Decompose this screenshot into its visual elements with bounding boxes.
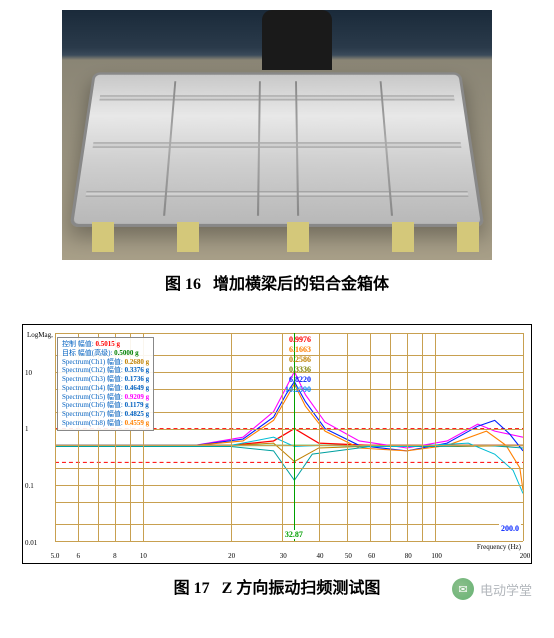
x-tick-label: 60: [368, 552, 375, 560]
fixture-clamp: [177, 222, 199, 252]
y-axis-title: LogMag, g: [27, 331, 58, 339]
fixture-clamp: [92, 222, 114, 252]
x-tick-label: 20: [228, 552, 235, 560]
cursor-end-label: 200.0: [499, 524, 521, 533]
y-tick-label: 0.01: [25, 539, 37, 547]
figure-caption-text: Z 方向振动扫频测试图: [222, 580, 381, 597]
x-tick-label: 8: [113, 552, 117, 560]
x-tick-label: 200: [520, 552, 531, 560]
figure-number: 图 17: [174, 580, 210, 597]
legend-row: 目标 幅值(高级): 0.5000 g: [62, 349, 149, 358]
x-tick-label: 50: [345, 552, 352, 560]
x-tick-label: 6: [76, 552, 80, 560]
x-tick-label: 10: [140, 552, 147, 560]
sweep-chart: LogMag, g 控制 幅值: 0.5015 g目标 幅值(高级): 0.50…: [22, 324, 532, 564]
wechat-icon: ✉: [452, 578, 474, 600]
legend-row: Spectrum(Ch6) 幅值: 0.1179 g: [62, 401, 149, 410]
figure-17-block: LogMag, g 控制 幅值: 0.5015 g目标 幅值(高级): 0.50…: [10, 324, 544, 598]
y-tick-label: 1: [25, 425, 29, 433]
x-tick-label: 5.0: [51, 552, 60, 560]
x-axis-title: Frequency (Hz): [477, 543, 521, 551]
fixture-clamp: [287, 222, 309, 252]
peak-value-label: 10.2590: [285, 385, 311, 395]
figure-caption-text: 增加横梁后的铝合金箱体: [213, 276, 389, 293]
figure-number: 图 16: [165, 276, 201, 293]
peak-value-label: 0.9976: [285, 335, 311, 345]
y-tick-label: 10: [25, 369, 32, 377]
legend-row: Spectrum(Ch4) 幅值: 0.4649 g: [62, 384, 149, 393]
x-tick-label: 40: [316, 552, 323, 560]
figure-16-photo: [62, 10, 492, 260]
watermark: ✉ 电动学堂: [452, 578, 532, 600]
figure-16-caption: 图 16 增加横梁后的铝合金箱体: [10, 270, 544, 294]
legend-row: Spectrum(Ch3) 幅值: 0.1736 g: [62, 375, 149, 384]
watermark-text: 电动学堂: [480, 580, 532, 599]
y-tick-label: 0.1: [25, 482, 34, 490]
legend-row: Spectrum(Ch2) 幅值: 0.3376 g: [62, 366, 149, 375]
cursor-freq-label: 32.87: [283, 530, 305, 539]
peak-value-label: 6.8220: [285, 375, 311, 385]
peak-value-label: 0.3336: [285, 365, 311, 375]
x-tick-label: 80: [405, 552, 412, 560]
x-tick-label: 100: [431, 552, 442, 560]
legend-row: Spectrum(Ch7) 幅值: 0.4825 g: [62, 410, 149, 419]
figure-16-block: 图 16 增加横梁后的铝合金箱体: [10, 10, 544, 294]
fixture-clamp: [457, 222, 479, 252]
legend-box: 控制 幅值: 0.5015 g目标 幅值(高级): 0.5000 gSpectr…: [57, 337, 154, 431]
x-tick-label: 30: [280, 552, 287, 560]
aluminum-tray: [70, 72, 485, 227]
fixture-clamp: [392, 222, 414, 252]
legend-row: Spectrum(Ch5) 幅值: 0.9209 g: [62, 393, 149, 402]
peak-labels: 0.99766.16630.25860.33366.822010.2590: [285, 335, 311, 395]
legend-row: Spectrum(Ch1) 幅值: 0.2680 g: [62, 358, 149, 367]
peak-value-label: 6.1663: [285, 345, 311, 355]
legend-row: Spectrum(Ch8) 幅值: 0.4559 g: [62, 419, 149, 428]
legend-row: 控制 幅值: 0.5015 g: [62, 340, 149, 349]
peak-value-label: 0.2586: [285, 355, 311, 365]
person-silhouette: [262, 10, 332, 70]
